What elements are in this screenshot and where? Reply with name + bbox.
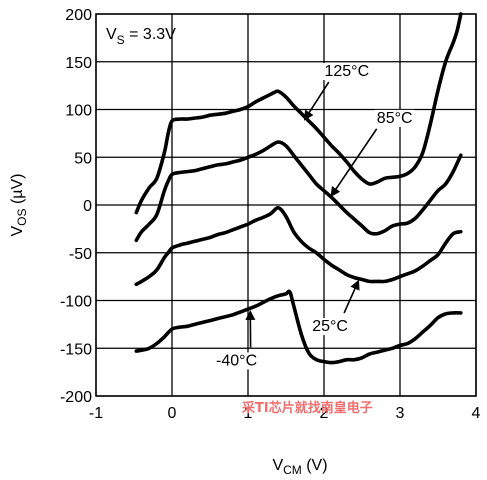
tick-labels: -1 0 1 2 3 4 -200 -150 -100 -50 0 50 100 150 200 (60, 7, 481, 422)
y-tick-label: -200 (60, 389, 92, 406)
series-annotations: 125°C 85°C 25°C -40°C (214, 63, 415, 370)
series-label: 25°C (312, 318, 348, 335)
y-tick-label: -100 (60, 294, 92, 311)
series-line-125c (134, 12, 463, 215)
series-label-bg (322, 63, 372, 81)
x-tick-label: 3 (396, 405, 405, 422)
x-title-unit: (V) (302, 457, 328, 474)
series-label: 125°C (324, 63, 369, 80)
x-tick-label: 4 (472, 405, 481, 422)
x-title-sub: CM (283, 463, 302, 477)
x-title-main: V (272, 457, 283, 474)
grid (95, 13, 477, 397)
plot-frame (95, 13, 477, 397)
supply-voltage-annotation: VS = 3.3V (106, 26, 176, 47)
vs-main: V (106, 26, 117, 43)
series-label: -40°C (216, 352, 257, 369)
x-axis-title: VCM (V) (272, 457, 327, 477)
y-title-main: V (9, 226, 26, 237)
x-tick-label: 1 (244, 405, 253, 422)
series-label-arrow (330, 128, 378, 198)
y-tick-label: 0 (83, 198, 92, 215)
y-tick-label: -150 (60, 341, 92, 358)
y-tick-label: 50 (74, 150, 92, 167)
series-layer (134, 12, 463, 365)
y-tick-label: 200 (65, 7, 92, 24)
series-line-25c (134, 206, 463, 287)
series-line-85c (134, 140, 463, 243)
series-label-bg (310, 318, 350, 336)
y-axis-title: VOS (µV) (9, 173, 29, 236)
y-title-sub: OS (15, 208, 29, 225)
x-tick-label: -1 (89, 405, 103, 422)
x-tick-label: 0 (168, 405, 177, 422)
x-tick-label: 2 (320, 405, 329, 422)
series-label-arrow (303, 81, 330, 121)
y-tick-label: 150 (65, 55, 92, 72)
watermark-text: 采TI芯片就找南皇电子 (241, 400, 373, 416)
series-line--40c (134, 289, 463, 365)
series-label-arrow (343, 279, 360, 314)
series-label-bg (374, 109, 415, 127)
series-label-bg (214, 352, 260, 370)
y-title-unit: (µV) (9, 173, 26, 208)
y-tick-label: 100 (65, 103, 92, 120)
vs-sub: S (117, 33, 125, 47)
series-label: 85°C (377, 110, 413, 127)
y-tick-label: -50 (69, 246, 92, 263)
vs-rest: = 3.3V (125, 26, 176, 43)
